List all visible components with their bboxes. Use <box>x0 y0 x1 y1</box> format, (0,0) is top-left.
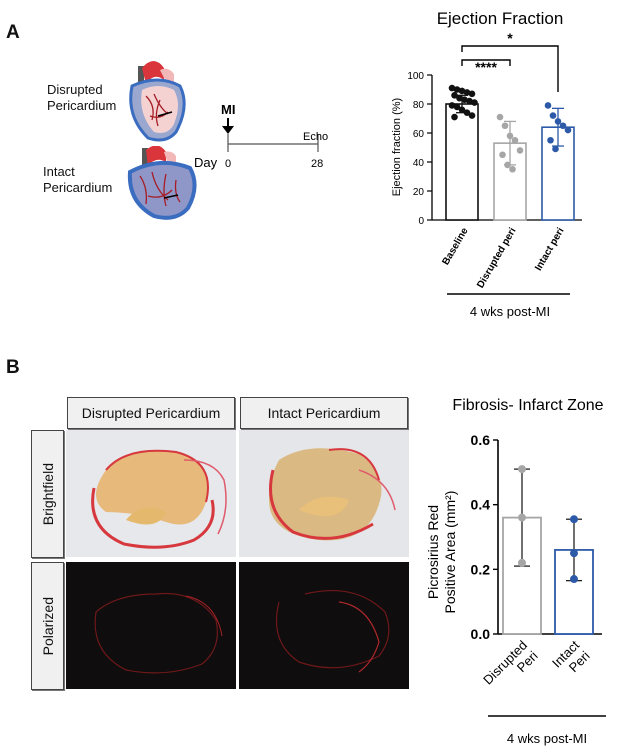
fib-y-axis-label-line1: Picrosirius Red <box>425 505 441 599</box>
fib-category-label: IntactPeri <box>549 637 593 681</box>
fib-data-point <box>570 549 578 558</box>
ef-data-point <box>499 151 506 159</box>
ef-y-tick-label: 0 <box>418 216 424 227</box>
micrograph-polarized-intact <box>239 562 409 689</box>
ejection-fraction-chart: Ejection Fraction Ejection fraction (%) … <box>391 9 582 319</box>
ef-chart-title: Ejection Fraction <box>437 9 564 28</box>
ef-data-point <box>468 90 476 98</box>
heart-intact-illustration <box>127 146 197 220</box>
panel-b-letter: B <box>6 357 20 378</box>
fib-data-point <box>570 515 578 524</box>
row-header-brightfield-text: Brightfield <box>39 462 56 526</box>
ef-y-tick-label: 20 <box>413 187 425 198</box>
ef-data-point <box>496 113 504 121</box>
fib-y-tick-label: 0.2 <box>471 561 491 577</box>
label-disrupted-pericardium: Disrupted Pericardium <box>47 82 116 114</box>
fib-y-tick-label: 0.6 <box>471 432 491 448</box>
timeline-day-label: Day <box>194 155 218 170</box>
ef-data-point <box>456 94 463 102</box>
label-intact-line2: Pericardium <box>43 180 113 195</box>
ef-y-tick-label: 40 <box>413 158 425 169</box>
ef-significance-bracket <box>461 45 559 92</box>
row-header-polarized-text: Polarized <box>39 596 56 656</box>
ef-data-point <box>453 103 461 111</box>
ef-data-point <box>564 126 572 134</box>
ef-data-point <box>458 106 466 114</box>
ef-data-point <box>554 118 562 125</box>
ef-data-point <box>506 132 514 140</box>
timeline-day-end: 28 <box>311 158 323 170</box>
ef-data-point <box>463 109 471 116</box>
ef-data-point <box>466 97 473 105</box>
label-disrupted-line1: Disrupted <box>47 82 103 97</box>
ef-y-tick-label: 80 <box>413 100 425 111</box>
fib-y-tick-label: 0.0 <box>471 626 491 642</box>
ef-y-tick-label: 100 <box>407 71 424 82</box>
panel-a-letter: A <box>6 22 20 43</box>
ef-category-label: Intact peri <box>533 226 567 273</box>
ef-bar <box>445 103 479 221</box>
row-header-polarized: Polarized <box>31 562 64 690</box>
fib-y-axis-label-line2: Positive Area (mm²) <box>442 491 458 614</box>
ef-data-point <box>516 147 524 154</box>
ef-significance-label: * <box>507 30 513 46</box>
ef-data-point <box>547 136 554 144</box>
fib-data-point <box>518 465 526 474</box>
fib-chart-title: Fibrosis- Infarct Zone <box>452 397 603 414</box>
timeline-event-label: MI <box>221 102 235 117</box>
label-disrupted-line2: Pericardium <box>47 98 117 113</box>
ef-data-point <box>448 84 456 92</box>
ef-data-point <box>471 99 478 106</box>
ef-data-point <box>453 86 461 93</box>
ef-data-point <box>552 145 559 153</box>
ef-data-point <box>461 96 468 103</box>
ef-data-point <box>463 89 471 96</box>
ef-data-point <box>504 161 511 169</box>
ef-y-axis-label: Ejection fraction (%) <box>391 98 403 196</box>
column-header-intact: Intact Pericardium <box>240 397 408 429</box>
arrow-down-icon <box>222 126 234 134</box>
ef-data-point <box>448 102 456 109</box>
ef-data-point <box>451 113 458 121</box>
timeline-readout-label: Echo <box>303 131 328 143</box>
label-intact-pericardium: Intact Pericardium <box>43 164 112 196</box>
ef-significance-label: **** <box>475 59 497 75</box>
ef-bar <box>493 142 527 221</box>
ef-data-point <box>544 102 552 109</box>
ef-x-axis-label: 4 wks post-MI <box>470 304 550 319</box>
fib-x-axis-label: 4 wks post-MI <box>507 731 587 746</box>
label-intact-line1: Intact <box>43 164 75 179</box>
micrograph-brightfield-disrupted <box>66 430 236 557</box>
ef-significance-bracket <box>461 59 511 66</box>
heart-disrupted-illustration <box>129 61 186 142</box>
fibrosis-chart: Fibrosis- Infarct Zone Picrosirius Red P… <box>425 397 606 746</box>
ef-data-point <box>468 112 476 119</box>
ef-data-point <box>451 92 458 99</box>
ef-y-tick-label: 60 <box>413 129 425 140</box>
ef-data-point <box>559 122 567 130</box>
ef-category-label: Baseline <box>441 226 471 268</box>
column-header-disrupted: Disrupted Pericardium <box>67 397 235 429</box>
micrograph-polarized-disrupted <box>66 562 236 689</box>
timeline-day-start: 0 <box>225 158 231 170</box>
fib-data-point <box>518 558 526 567</box>
ef-data-point <box>511 136 519 144</box>
fib-data-point <box>518 513 526 522</box>
ef-category-label: Disrupted peri <box>475 226 519 290</box>
fib-category-label: DisruptedPeri <box>480 637 541 698</box>
ef-data-point <box>501 122 509 130</box>
fib-y-tick-label: 0.4 <box>471 497 491 513</box>
timeline: MI Echo Day 0 28 <box>194 102 328 170</box>
fib-data-point <box>570 575 578 584</box>
ef-data-point <box>458 87 466 95</box>
micrograph-brightfield-intact <box>239 430 409 557</box>
ef-data-point <box>549 112 557 119</box>
ef-data-point <box>509 165 516 173</box>
row-header-brightfield: Brightfield <box>31 430 64 558</box>
